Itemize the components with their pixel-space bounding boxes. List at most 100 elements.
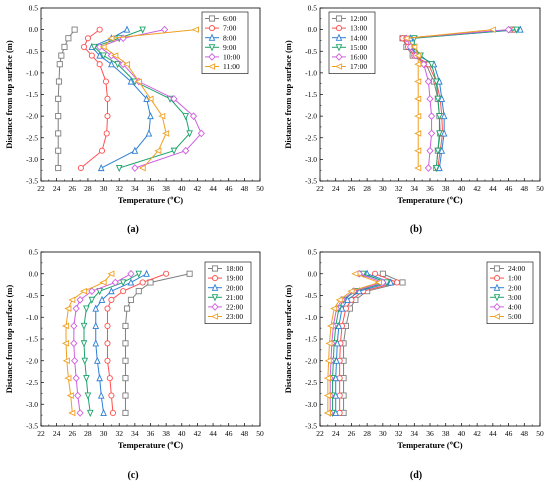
- chart-panel-2: 22 24 26 28 30 32 34 36 38 40 42 44 46 48 50 0.5 0.0 -0.5…: [283, 4, 544, 235]
- data-point: [55, 95, 62, 102]
- data-point: [434, 147, 442, 155]
- x-tick-label: 44: [489, 184, 497, 193]
- data-point: [92, 321, 100, 329]
- y-tick-label: 0.5: [308, 4, 318, 13]
- x-tick-label: 42: [194, 429, 202, 438]
- data-point: [387, 278, 395, 286]
- data-point: [71, 26, 78, 33]
- data-point: [438, 146, 446, 154]
- data-point: [122, 409, 129, 417]
- data-point: [66, 392, 74, 399]
- data-point: [83, 305, 90, 313]
- data-point: [170, 94, 178, 103]
- y-tick-label: -3.0: [305, 400, 317, 409]
- legend-label: 22:00: [226, 303, 243, 312]
- y-tick-label: -3.5: [26, 422, 38, 431]
- data-point: [96, 26, 103, 33]
- data-point: [109, 409, 117, 417]
- x-tick-label: 46: [505, 184, 513, 193]
- y-tick-label: -3.5: [305, 422, 317, 431]
- legend-marker: [208, 25, 216, 32]
- data-point: [100, 52, 107, 60]
- series-14-00: [407, 25, 524, 172]
- legend-label: 19:00: [226, 274, 243, 283]
- data-point: [517, 25, 524, 33]
- legend-marker: [493, 265, 501, 272]
- y-tick-label: -2.5: [305, 378, 317, 387]
- x-tick-label: 46: [225, 184, 233, 193]
- data-point: [88, 287, 96, 296]
- x-tick-label: 50: [256, 429, 264, 438]
- data-point: [323, 409, 331, 417]
- data-point: [99, 279, 107, 286]
- x-tick-label: 22: [316, 429, 324, 438]
- legend-marker: [493, 275, 501, 282]
- data-point: [139, 26, 146, 34]
- data-point: [154, 147, 162, 155]
- data-point: [414, 95, 422, 103]
- data-point: [122, 375, 129, 382]
- data-point: [55, 147, 62, 154]
- data-point: [347, 287, 355, 295]
- data-point: [77, 164, 84, 172]
- x-tick-label: 50: [536, 184, 544, 193]
- data-point: [68, 296, 76, 304]
- data-point: [114, 61, 121, 69]
- x-tick-label: 40: [178, 184, 186, 193]
- x-tick-label: 26: [69, 184, 77, 193]
- chart-panel-1: 22 24 26 28 30 32 34 36 38 40 42 44 46 48 50 0.5 0.0 -0.5…: [4, 4, 264, 235]
- data-point: [76, 295, 84, 304]
- data-point: [197, 129, 205, 138]
- data-point: [324, 357, 332, 365]
- data-point: [420, 60, 428, 69]
- x-tick-label: 38: [162, 429, 170, 438]
- data-point: [92, 339, 100, 347]
- series-8-00: [88, 25, 154, 172]
- series-2-00: [332, 269, 395, 416]
- y-tick-label: -1.0: [305, 68, 317, 77]
- x-tick-label: 48: [241, 429, 249, 438]
- data-point: [123, 305, 131, 312]
- data-point: [70, 322, 78, 330]
- x-tick-label: 38: [162, 184, 170, 193]
- data-point: [94, 356, 101, 364]
- data-point: [88, 52, 95, 59]
- x-tick-label: 24: [332, 184, 340, 193]
- legend-marker: [208, 33, 216, 41]
- panel-caption: (b): [410, 224, 422, 235]
- data-point: [55, 78, 63, 85]
- x-tick-label: 42: [473, 184, 481, 193]
- data-point: [96, 51, 103, 59]
- x-tick-label: 22: [316, 184, 324, 193]
- series-7-00: [77, 26, 111, 172]
- data-point: [92, 304, 100, 312]
- data-point: [424, 77, 433, 86]
- data-point: [424, 164, 433, 172]
- data-point: [72, 304, 80, 313]
- data-point: [104, 340, 111, 347]
- legend-label: 17:00: [350, 62, 367, 71]
- data-point: [88, 296, 96, 304]
- data-point: [55, 113, 62, 120]
- legend-label: 9:00: [223, 43, 237, 52]
- y-tick-label: -1.0: [26, 68, 38, 77]
- data-point: [55, 164, 62, 172]
- data-point: [72, 374, 80, 383]
- y-tick-label: -0.5: [305, 47, 317, 56]
- y-tick-label: 0.5: [29, 248, 39, 257]
- data-point: [127, 269, 135, 278]
- legend-box: [486, 261, 534, 324]
- legend-label: 24:00: [508, 264, 525, 273]
- data-point: [147, 112, 154, 120]
- data-point: [344, 295, 351, 303]
- x-tick-label: 34: [131, 184, 139, 193]
- x-tick-label: 24: [332, 429, 340, 438]
- legend-label: 13:00: [350, 24, 367, 33]
- legend-marker: [334, 63, 343, 70]
- legend-marker: [211, 283, 219, 291]
- legend-marker: [211, 265, 219, 272]
- legend: 24:001:002:003:004:005:00: [486, 261, 534, 324]
- y-tick-label: -2.5: [26, 133, 38, 142]
- y-tick-label: -2.5: [305, 133, 317, 142]
- data-point: [84, 392, 92, 400]
